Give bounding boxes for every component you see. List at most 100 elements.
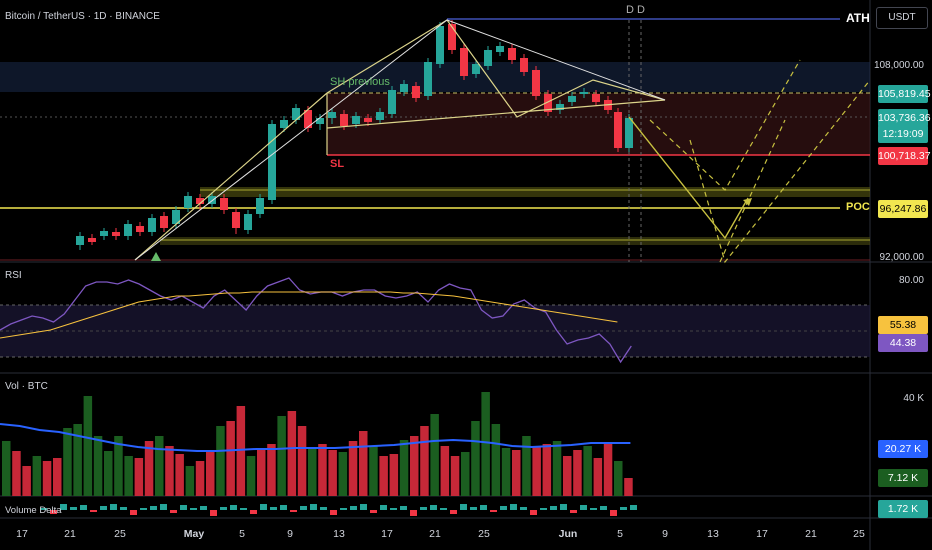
candle bbox=[88, 238, 96, 242]
volume-bar bbox=[22, 466, 31, 496]
volume-axis-top: 40 K bbox=[903, 393, 924, 404]
delta-bar bbox=[80, 505, 87, 510]
volume-bar bbox=[399, 440, 409, 496]
candle bbox=[412, 86, 420, 98]
countdown-tag: 12:19:09 bbox=[878, 125, 928, 143]
delta-bar bbox=[50, 510, 57, 514]
volume-bar bbox=[185, 466, 195, 496]
delta-bar bbox=[500, 506, 507, 510]
delta-bar bbox=[560, 504, 567, 510]
volume-bar bbox=[63, 428, 72, 496]
volume-bar bbox=[12, 451, 21, 496]
delta-bar bbox=[290, 510, 297, 512]
poc-zone-lower bbox=[160, 237, 870, 245]
volume-bar bbox=[165, 446, 174, 496]
candle bbox=[136, 226, 144, 232]
candle bbox=[544, 94, 552, 112]
candle bbox=[160, 216, 168, 228]
volume-bar bbox=[236, 406, 246, 496]
delta-bar bbox=[630, 505, 637, 510]
volume-bar bbox=[226, 421, 235, 496]
delta-bar bbox=[340, 508, 347, 510]
volume-bar bbox=[287, 411, 297, 496]
volume-bar bbox=[73, 424, 82, 496]
volume-delta-bars bbox=[40, 504, 637, 516]
candle bbox=[448, 24, 456, 50]
delta-bar bbox=[160, 504, 167, 510]
candle bbox=[316, 118, 324, 124]
delta-bar bbox=[200, 506, 207, 510]
poc-label: POC bbox=[846, 201, 870, 213]
volume-bar bbox=[379, 456, 388, 496]
delta-bar bbox=[180, 505, 187, 510]
time-label: 25 bbox=[114, 528, 126, 540]
currency-selector[interactable]: USDT bbox=[876, 7, 928, 29]
candle bbox=[208, 196, 216, 204]
candle bbox=[244, 214, 252, 230]
candle bbox=[268, 124, 276, 200]
candle bbox=[364, 118, 372, 122]
time-label: 13 bbox=[333, 528, 345, 540]
price-tag-poc: 96,247.86 bbox=[878, 200, 928, 218]
volume-bar bbox=[42, 461, 52, 496]
volume-bar bbox=[277, 416, 286, 496]
time-label: 21 bbox=[429, 528, 441, 540]
volume-ma-tag: 20.27 K bbox=[878, 440, 928, 458]
candle bbox=[304, 110, 312, 128]
delta-bar bbox=[140, 508, 147, 510]
volume-bar bbox=[593, 458, 603, 496]
delta-bar bbox=[610, 510, 617, 516]
delta-bar bbox=[360, 504, 367, 510]
volume-bar bbox=[481, 392, 490, 496]
time-label: 17 bbox=[16, 528, 28, 540]
delta-bar bbox=[170, 510, 177, 513]
candle bbox=[76, 236, 84, 245]
candle bbox=[556, 104, 564, 110]
delta-bar bbox=[250, 510, 257, 514]
delta-bar bbox=[90, 510, 97, 512]
time-label: 17 bbox=[381, 528, 393, 540]
candle bbox=[614, 112, 622, 148]
volume-bar bbox=[2, 441, 11, 496]
delta-bar bbox=[240, 508, 247, 510]
sh-previous-label: SH previous bbox=[330, 76, 390, 88]
delta-bar bbox=[40, 508, 47, 510]
candle bbox=[592, 94, 600, 102]
candle bbox=[508, 48, 516, 60]
volume-bar bbox=[624, 478, 633, 496]
delta-bar bbox=[110, 504, 117, 510]
volume-bar bbox=[93, 436, 103, 496]
time-label: 21 bbox=[805, 528, 817, 540]
candle bbox=[625, 118, 633, 148]
rsi-pane-label: RSI bbox=[5, 270, 22, 281]
delta-bar bbox=[280, 505, 287, 510]
delta-bar bbox=[190, 508, 197, 510]
volume-bar bbox=[318, 444, 327, 496]
volume-bar bbox=[267, 444, 276, 496]
delta-bar bbox=[570, 510, 577, 513]
time-label: 9 bbox=[287, 528, 293, 540]
sl-label: SL bbox=[330, 158, 345, 170]
volume-bar bbox=[369, 446, 378, 496]
volume-bar bbox=[450, 456, 460, 496]
delta-bar bbox=[390, 508, 397, 510]
volume-bar bbox=[53, 458, 62, 496]
candle bbox=[220, 198, 228, 210]
volume-bar bbox=[471, 421, 480, 496]
volume-bar bbox=[552, 441, 562, 496]
candle bbox=[472, 64, 480, 74]
volume-bar bbox=[603, 442, 613, 496]
candle bbox=[520, 58, 528, 72]
volume-bar bbox=[257, 448, 266, 496]
candle bbox=[388, 90, 396, 114]
volume-bar bbox=[308, 448, 317, 496]
time-label: 9 bbox=[662, 528, 668, 540]
rsi-value-tag: 44.38 bbox=[878, 334, 928, 352]
delta-bar bbox=[400, 506, 407, 510]
time-label: 17 bbox=[756, 528, 768, 540]
candle bbox=[328, 112, 336, 118]
volume-bar bbox=[389, 454, 399, 496]
volume-bar bbox=[512, 450, 521, 496]
delta-bar bbox=[130, 510, 137, 515]
